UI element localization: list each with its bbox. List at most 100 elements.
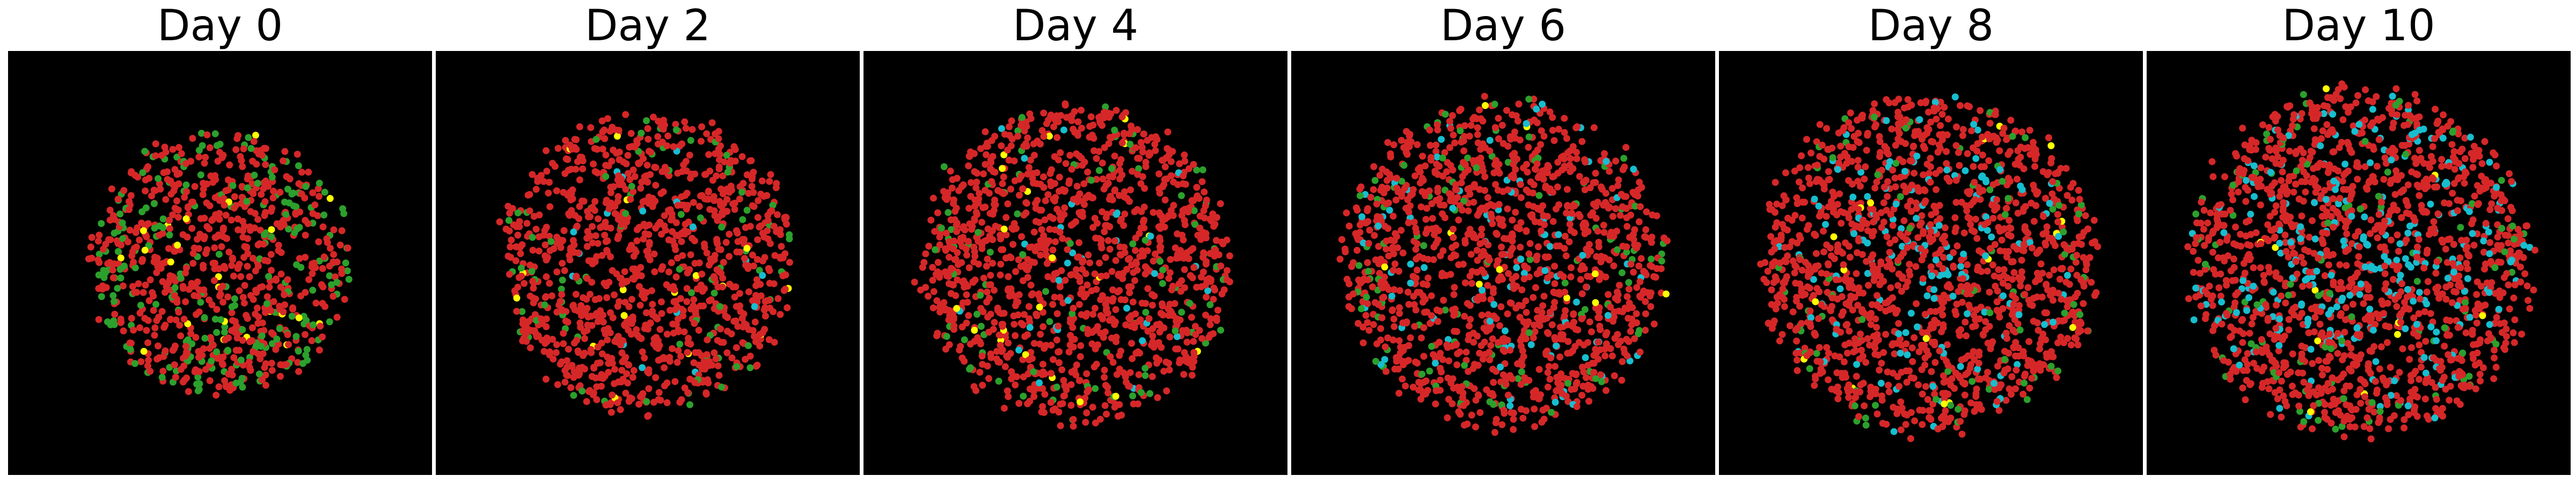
cell-dot [711,349,718,356]
cell-dot [1862,421,1870,429]
cell-dot [1461,421,1468,429]
cell-dot [1550,304,1557,311]
cell-dot [1549,114,1556,121]
cell-dot [1563,209,1570,217]
cell-dot [627,130,635,137]
cell-dot [696,259,703,267]
cell-dot [1389,336,1397,343]
cell-dot [999,180,1006,187]
cell-dot [118,318,125,326]
cell-dot [1363,294,1370,301]
cell-dot [747,364,754,371]
cell-dot [209,341,217,349]
cell-dot [1141,270,1149,278]
cell-dot [1223,276,1231,283]
cell-dot [675,347,682,354]
cell-dot [1641,233,1649,240]
cell-dot [268,367,276,374]
cell-dot [218,243,225,251]
cell-dot [1450,291,1458,298]
cell-dot [1089,224,1097,231]
cell-dot [1903,378,1911,386]
cell-dot [233,323,240,330]
cell-dot [945,209,952,216]
cell-dot [330,251,338,258]
cell-dot [548,292,555,299]
cell-dot [162,347,169,355]
cell-dot [1024,170,1031,178]
cell-dot [295,368,302,375]
cell-dot [532,186,540,193]
cell-dot [1579,252,1586,259]
cell-dot [1570,318,1578,326]
cell-dot [1568,209,1575,217]
cell-dot [705,151,713,158]
cell-dot [1491,124,1499,131]
cell-dot [213,306,221,313]
cell-dot [1002,214,1010,221]
cell-dot [1020,311,1028,318]
cell-dot [330,226,338,233]
cell-dot [1644,289,1651,296]
cell-dot [250,138,258,145]
cell-dot [1145,315,1153,323]
cell-dot [773,228,780,236]
cell-dot [661,212,668,219]
cell-dot [1479,287,1486,294]
cell-dot [660,126,667,133]
cell-dot [1018,121,1025,129]
cell-dot [1602,331,1609,339]
cell-dot [104,318,111,326]
cell-dot [1592,375,1599,382]
cell-dot [202,153,209,161]
cell-dot [1510,426,1517,433]
cell-dot [1534,314,1541,321]
cell-dot [1005,156,1013,164]
cell-dot [1049,246,1057,254]
cell-dot [268,360,275,367]
cell-dot [728,186,735,194]
cell-dot [1569,370,1576,377]
cell-dot [1118,113,1126,121]
cell-dot [738,153,746,160]
cell-dot [206,377,214,384]
cell-dot [1049,406,1057,414]
cell-dot [1040,323,1047,331]
cell-dot [619,277,626,284]
cell-dot [1006,253,1014,261]
cell-dot [1049,254,1056,261]
cell-dot [275,247,282,254]
cell-dots [496,111,793,420]
cell-dot [314,185,322,193]
cell-dot [221,323,229,331]
cell-dot [1587,383,1595,390]
cell-dot [1386,207,1393,214]
cell-dot [1120,222,1128,229]
cell-dot [960,181,967,188]
cell-dot [211,194,219,201]
cell-dot [211,265,218,273]
cell-dot [1182,180,1189,188]
cell-dot [644,125,652,132]
cell-dot [1381,343,1389,350]
cell-dot [1490,312,1497,320]
cell-dot [1561,129,1568,136]
scatter-svg [911,100,1233,430]
cell-dot [1015,400,1023,407]
cell-dot [1197,273,1205,281]
cell-dot [1926,170,1933,177]
cell-dot [770,223,778,230]
cell-dot [1414,141,1421,148]
cell-dot [1585,398,1593,405]
cell-dot [1455,261,1462,268]
cell-dot [228,216,235,224]
cell-dot [623,370,631,377]
cell-dot [153,254,161,262]
cell-dot [997,260,1005,268]
cell-dot [1012,268,1019,275]
cell-dot [1375,257,1383,264]
cell-dot [1440,297,1447,304]
cell-dot [718,223,726,231]
cell-dot [1878,360,1885,367]
cell-dot [1469,115,1477,123]
